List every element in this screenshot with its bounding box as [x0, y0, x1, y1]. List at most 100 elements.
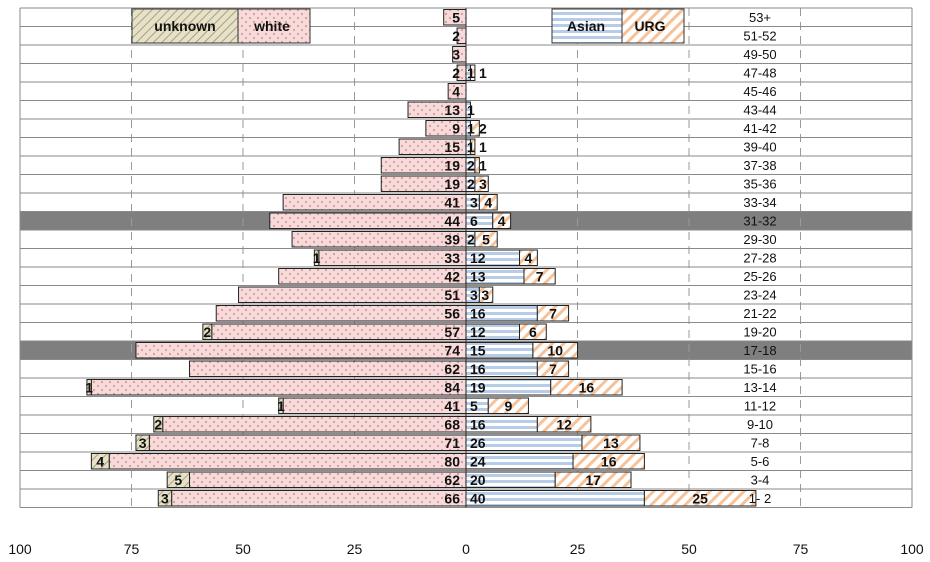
bar-unknown: [202, 323, 213, 340]
value-label-white: 51: [444, 287, 460, 303]
bar-urg: [492, 212, 512, 229]
age-label: 37-38: [743, 158, 776, 173]
bar-urg: [474, 157, 480, 174]
value-label-white: 56: [444, 306, 460, 322]
legend-urg-swatch: [621, 8, 685, 44]
age-label: 27-28: [743, 251, 776, 266]
bar-white: [282, 397, 467, 414]
age-labels: 53+ 51-52 49-50 47-48 45-46 43-44 41-42 39-40 37…: [743, 10, 776, 506]
value-label-asian: 1: [467, 121, 475, 137]
value-label-white: 2: [452, 28, 460, 44]
value-label-urg: 5: [482, 232, 490, 248]
value-label-asian: 1: [467, 65, 475, 81]
legend-unknown-label: unknown: [154, 18, 215, 34]
value-label-urg: 17: [585, 472, 601, 488]
age-label: 45-46: [743, 84, 776, 99]
bar-urg: [474, 231, 498, 248]
value-label-white: 39: [444, 232, 460, 248]
value-label-asian: 2: [467, 176, 475, 192]
value-label-urg: 13: [603, 435, 619, 451]
age-label: 7-8: [751, 436, 770, 451]
bar-urg: [523, 268, 556, 285]
value-label-unknown: 2: [203, 324, 211, 340]
bar-unknown: [86, 379, 92, 396]
bar-white: [135, 342, 467, 359]
value-label-urg: 16: [579, 380, 595, 396]
value-label-white: 41: [444, 398, 460, 414]
x-tick-label: 25: [347, 541, 363, 557]
age-label: 9-10: [747, 417, 773, 432]
bar-urg: [581, 434, 641, 451]
bar-white: [148, 434, 467, 451]
value-label-white: 66: [444, 491, 460, 507]
value-label-urg: 10: [547, 343, 563, 359]
bar-unknown: [157, 490, 173, 507]
age-label: 19-20: [743, 325, 776, 340]
bar-urg: [487, 397, 529, 414]
value-label-urg: 4: [525, 250, 533, 266]
bar-white: [456, 27, 467, 44]
legend-asian-label: Asian: [567, 18, 605, 34]
value-label-asian: 13: [470, 269, 486, 285]
bar-white: [162, 416, 467, 433]
bar-white: [188, 360, 467, 377]
age-label: 43-44: [743, 103, 776, 118]
bar-urg: [519, 323, 547, 340]
value-label-asian: 16: [470, 361, 486, 377]
bars: [86, 9, 757, 507]
x-axis-ticks: 100 75 50 25 0 25 50 75 100: [8, 541, 924, 557]
value-label-white: 42: [444, 269, 460, 285]
value-label-white: 19: [444, 176, 460, 192]
value-label-asian: 1: [467, 102, 475, 118]
value-label-asian: 19: [470, 380, 486, 396]
value-label-unknown: 1: [277, 398, 285, 414]
row-lines: [19, 7, 913, 508]
age-label: 15-16: [743, 362, 776, 377]
value-label-asian: 24: [470, 454, 486, 470]
age-label: 33-34: [743, 195, 776, 210]
age-label: 21-22: [743, 306, 776, 321]
bar-urg: [474, 175, 489, 192]
x-tick-label: 75: [124, 541, 140, 557]
bar-urg: [550, 379, 623, 396]
age-label: 31-32: [743, 214, 776, 229]
value-label-white: 41: [444, 195, 460, 211]
age-label: 17-18: [743, 343, 776, 358]
value-label-urg: 3: [481, 287, 489, 303]
value-label-unknown: 3: [161, 491, 169, 507]
value-label-urg: 12: [556, 417, 572, 433]
legend-white-swatch: [237, 8, 311, 44]
bar-urg: [536, 416, 592, 433]
value-label-white: 62: [444, 361, 460, 377]
age-label: 47-48: [743, 66, 776, 81]
bar-unknown: [278, 397, 284, 414]
value-label-urg: 1: [479, 65, 487, 81]
value-label-asian: 3: [470, 195, 478, 211]
bar-urg: [519, 249, 538, 266]
value-label-unknown: 1: [313, 250, 321, 266]
age-label: 3-4: [751, 473, 770, 488]
value-label-white: 3: [452, 47, 460, 63]
legend-white-label: white: [253, 18, 290, 34]
value-label-asian: 15: [470, 343, 486, 359]
value-label-unknown: 5: [174, 472, 182, 488]
bar-white: [211, 323, 467, 340]
value-label-white: 2: [452, 65, 460, 81]
bar-white: [278, 268, 467, 285]
value-label-asian: 6: [470, 213, 478, 229]
value-label-white: 9: [452, 121, 460, 137]
bar-unknown: [313, 249, 320, 266]
x-tick-label: 0: [462, 541, 470, 557]
value-label-unknown: 3: [139, 435, 147, 451]
bar-white: [291, 231, 467, 248]
value-label-white: 15: [444, 139, 460, 155]
value-label-urg: 7: [549, 306, 557, 322]
value-label-asian: 2: [467, 158, 475, 174]
bar-white: [452, 46, 467, 63]
value-label-urg: 1: [479, 139, 487, 155]
bar-urg: [478, 194, 498, 211]
age-label: 51-52: [743, 29, 776, 44]
value-label-asian: 3: [470, 287, 478, 303]
value-label-unknown: 1: [85, 380, 93, 396]
bar-white: [188, 471, 467, 488]
